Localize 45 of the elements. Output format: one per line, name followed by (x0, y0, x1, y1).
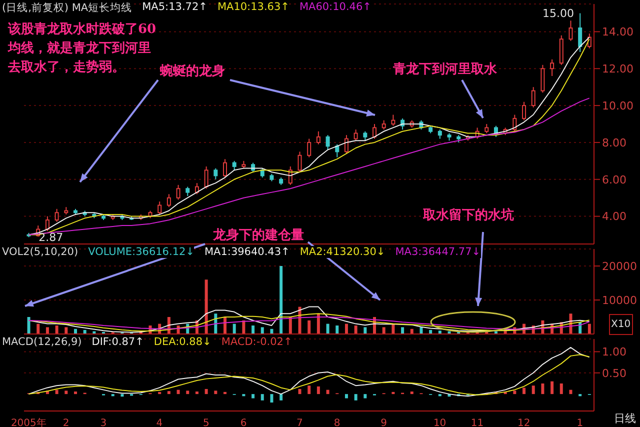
x-tick-label: 11 (470, 418, 484, 427)
annotation: 蜿蜒的龙身 (160, 62, 225, 81)
annotation: 2.87 (38, 231, 64, 244)
y-tick-label: 6.00 (602, 173, 626, 186)
y-tick-label: 10000 (602, 294, 637, 307)
y-tick-label: 1.00 (602, 346, 626, 359)
x-tick-label: 4 (156, 418, 163, 427)
text: MACD:-0.02↑ (221, 336, 292, 348)
text: DEA:0.88↓ (154, 336, 212, 348)
x-tick-label: 3 (100, 418, 107, 427)
chart-title: MACD(12,26,9) (2, 336, 82, 348)
y-tick-label: 4.00 (602, 210, 626, 224)
y-tick-label: 0.50 (602, 366, 626, 380)
x-tick-label: 12 (518, 418, 530, 427)
x-tick-label: 7 (296, 418, 303, 427)
text: MA5:13.72↑ (142, 1, 208, 15)
x-tick-label: 10 (433, 418, 446, 427)
y-tick-label: 12.00 (602, 62, 634, 76)
text: MA2:41320.30↓ (300, 246, 386, 258)
y-tick-label: 10.00 (602, 99, 634, 112)
x-tick-label: 2 (62, 418, 70, 427)
text: VOLUME:36616.12↓ (88, 246, 194, 258)
text: MA60:10.46↑ (299, 1, 372, 15)
x-tick-label: 1 (576, 418, 584, 427)
text: MA3:36447.77↓ (395, 246, 481, 258)
annotation: 取水留下的水坑 (423, 206, 514, 225)
annotation: 该股青龙取水时跌破了60均线，就是青龙下到河里去取水了，走势弱。 (8, 20, 158, 77)
y-tick-label: 8.00 (602, 136, 626, 150)
y-tick-label: 14.00 (602, 26, 634, 39)
x-tick-label: 8 (334, 418, 340, 427)
text: MA1:39640.43↑ (204, 246, 290, 258)
annotation: 青龙下到河里取水 (393, 61, 497, 79)
annotation: 龙身下的建仓量 (213, 227, 304, 245)
x-axis-title: 日线 (614, 411, 636, 426)
x-tick-label: 2005年 (10, 417, 46, 427)
text: DIF:0.87↑ (92, 336, 144, 348)
x-tick-label: 6 (240, 418, 247, 427)
text: MA10:13.63↑ (217, 1, 290, 15)
y-tick-label: 20000 (602, 260, 637, 273)
x-tick-label: 9 (380, 418, 387, 427)
x-tick-label: 5 (203, 418, 210, 427)
chart-title: VOL2(5,10,20) (2, 246, 78, 258)
annotation: 15.00 (542, 7, 574, 20)
chart-title: (日线,前复权) MA短长均线 (2, 1, 132, 15)
text: X10 (609, 314, 633, 335)
